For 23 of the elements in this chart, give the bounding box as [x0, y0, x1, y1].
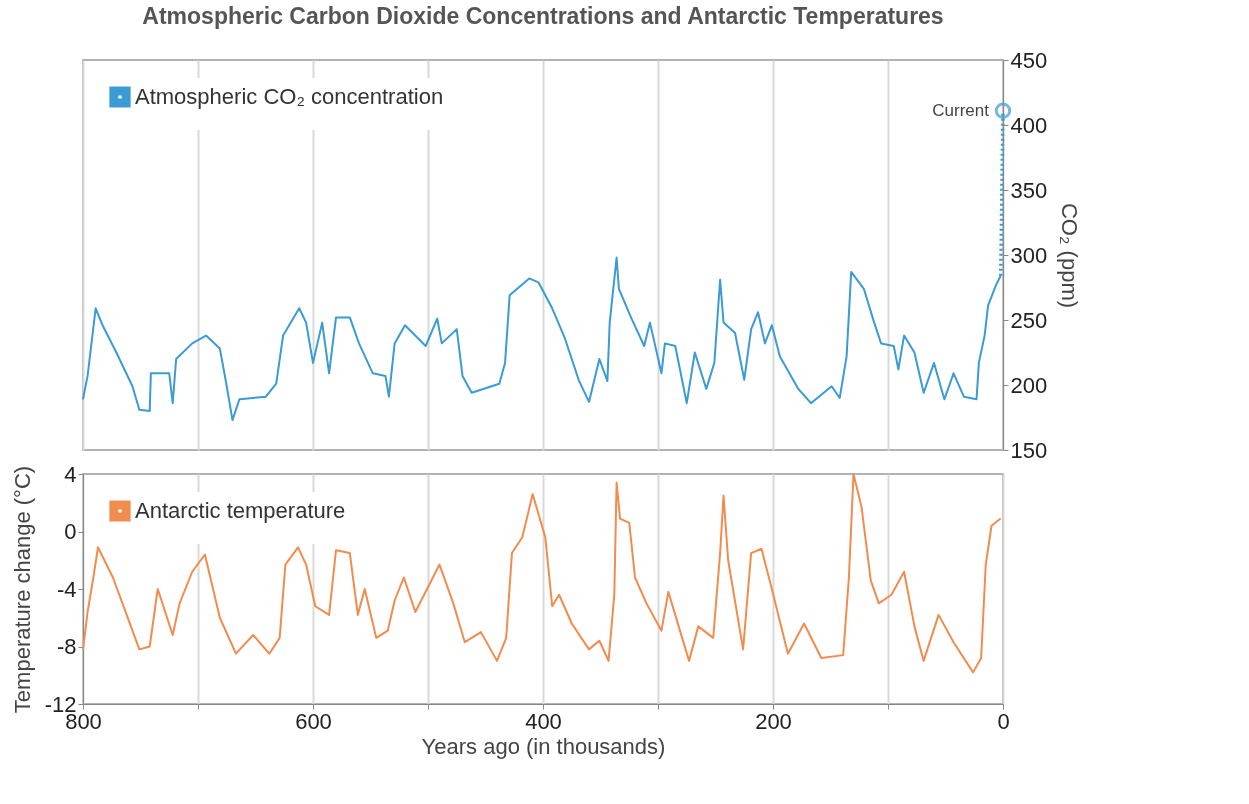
y2-tick-label: 450	[1010, 47, 1048, 73]
y-tick-label: -4	[56, 576, 77, 602]
y2-tick-label: 150	[1010, 437, 1048, 463]
y2-tick-label: 200	[1010, 372, 1048, 398]
x-tick-label: 0	[997, 708, 1010, 734]
y-tick-label: 4	[64, 461, 77, 487]
y2-tick-label: 300	[1010, 242, 1048, 268]
y2-tick-label: 250	[1010, 307, 1048, 333]
x-tick-label: 600	[295, 708, 332, 734]
legend-label: Atmospheric CO₂ concentration	[135, 84, 444, 109]
y-axis-title: Temperature change (°C)	[9, 465, 35, 714]
legend-label: Antarctic temperature	[135, 498, 346, 523]
line-series	[82, 473, 1002, 674]
x-axis-title: Years ago (in thousands)	[421, 733, 666, 759]
y2-tick-label: 350	[1010, 177, 1048, 203]
y-tick-label: 0	[64, 519, 77, 544]
annotation: Current	[932, 100, 990, 120]
y2-axis-title: CO₂ (ppm)	[1057, 202, 1083, 309]
y-tick-label: -8	[56, 634, 77, 659]
y2-tick-label: 400	[1010, 112, 1048, 138]
x-tick-label: 200	[755, 708, 792, 734]
x-tick-label: 400	[525, 708, 562, 734]
chart-title: Atmospheric Carbon Dioxide Concentrations and Antarctic Temperatures	[142, 3, 944, 29]
